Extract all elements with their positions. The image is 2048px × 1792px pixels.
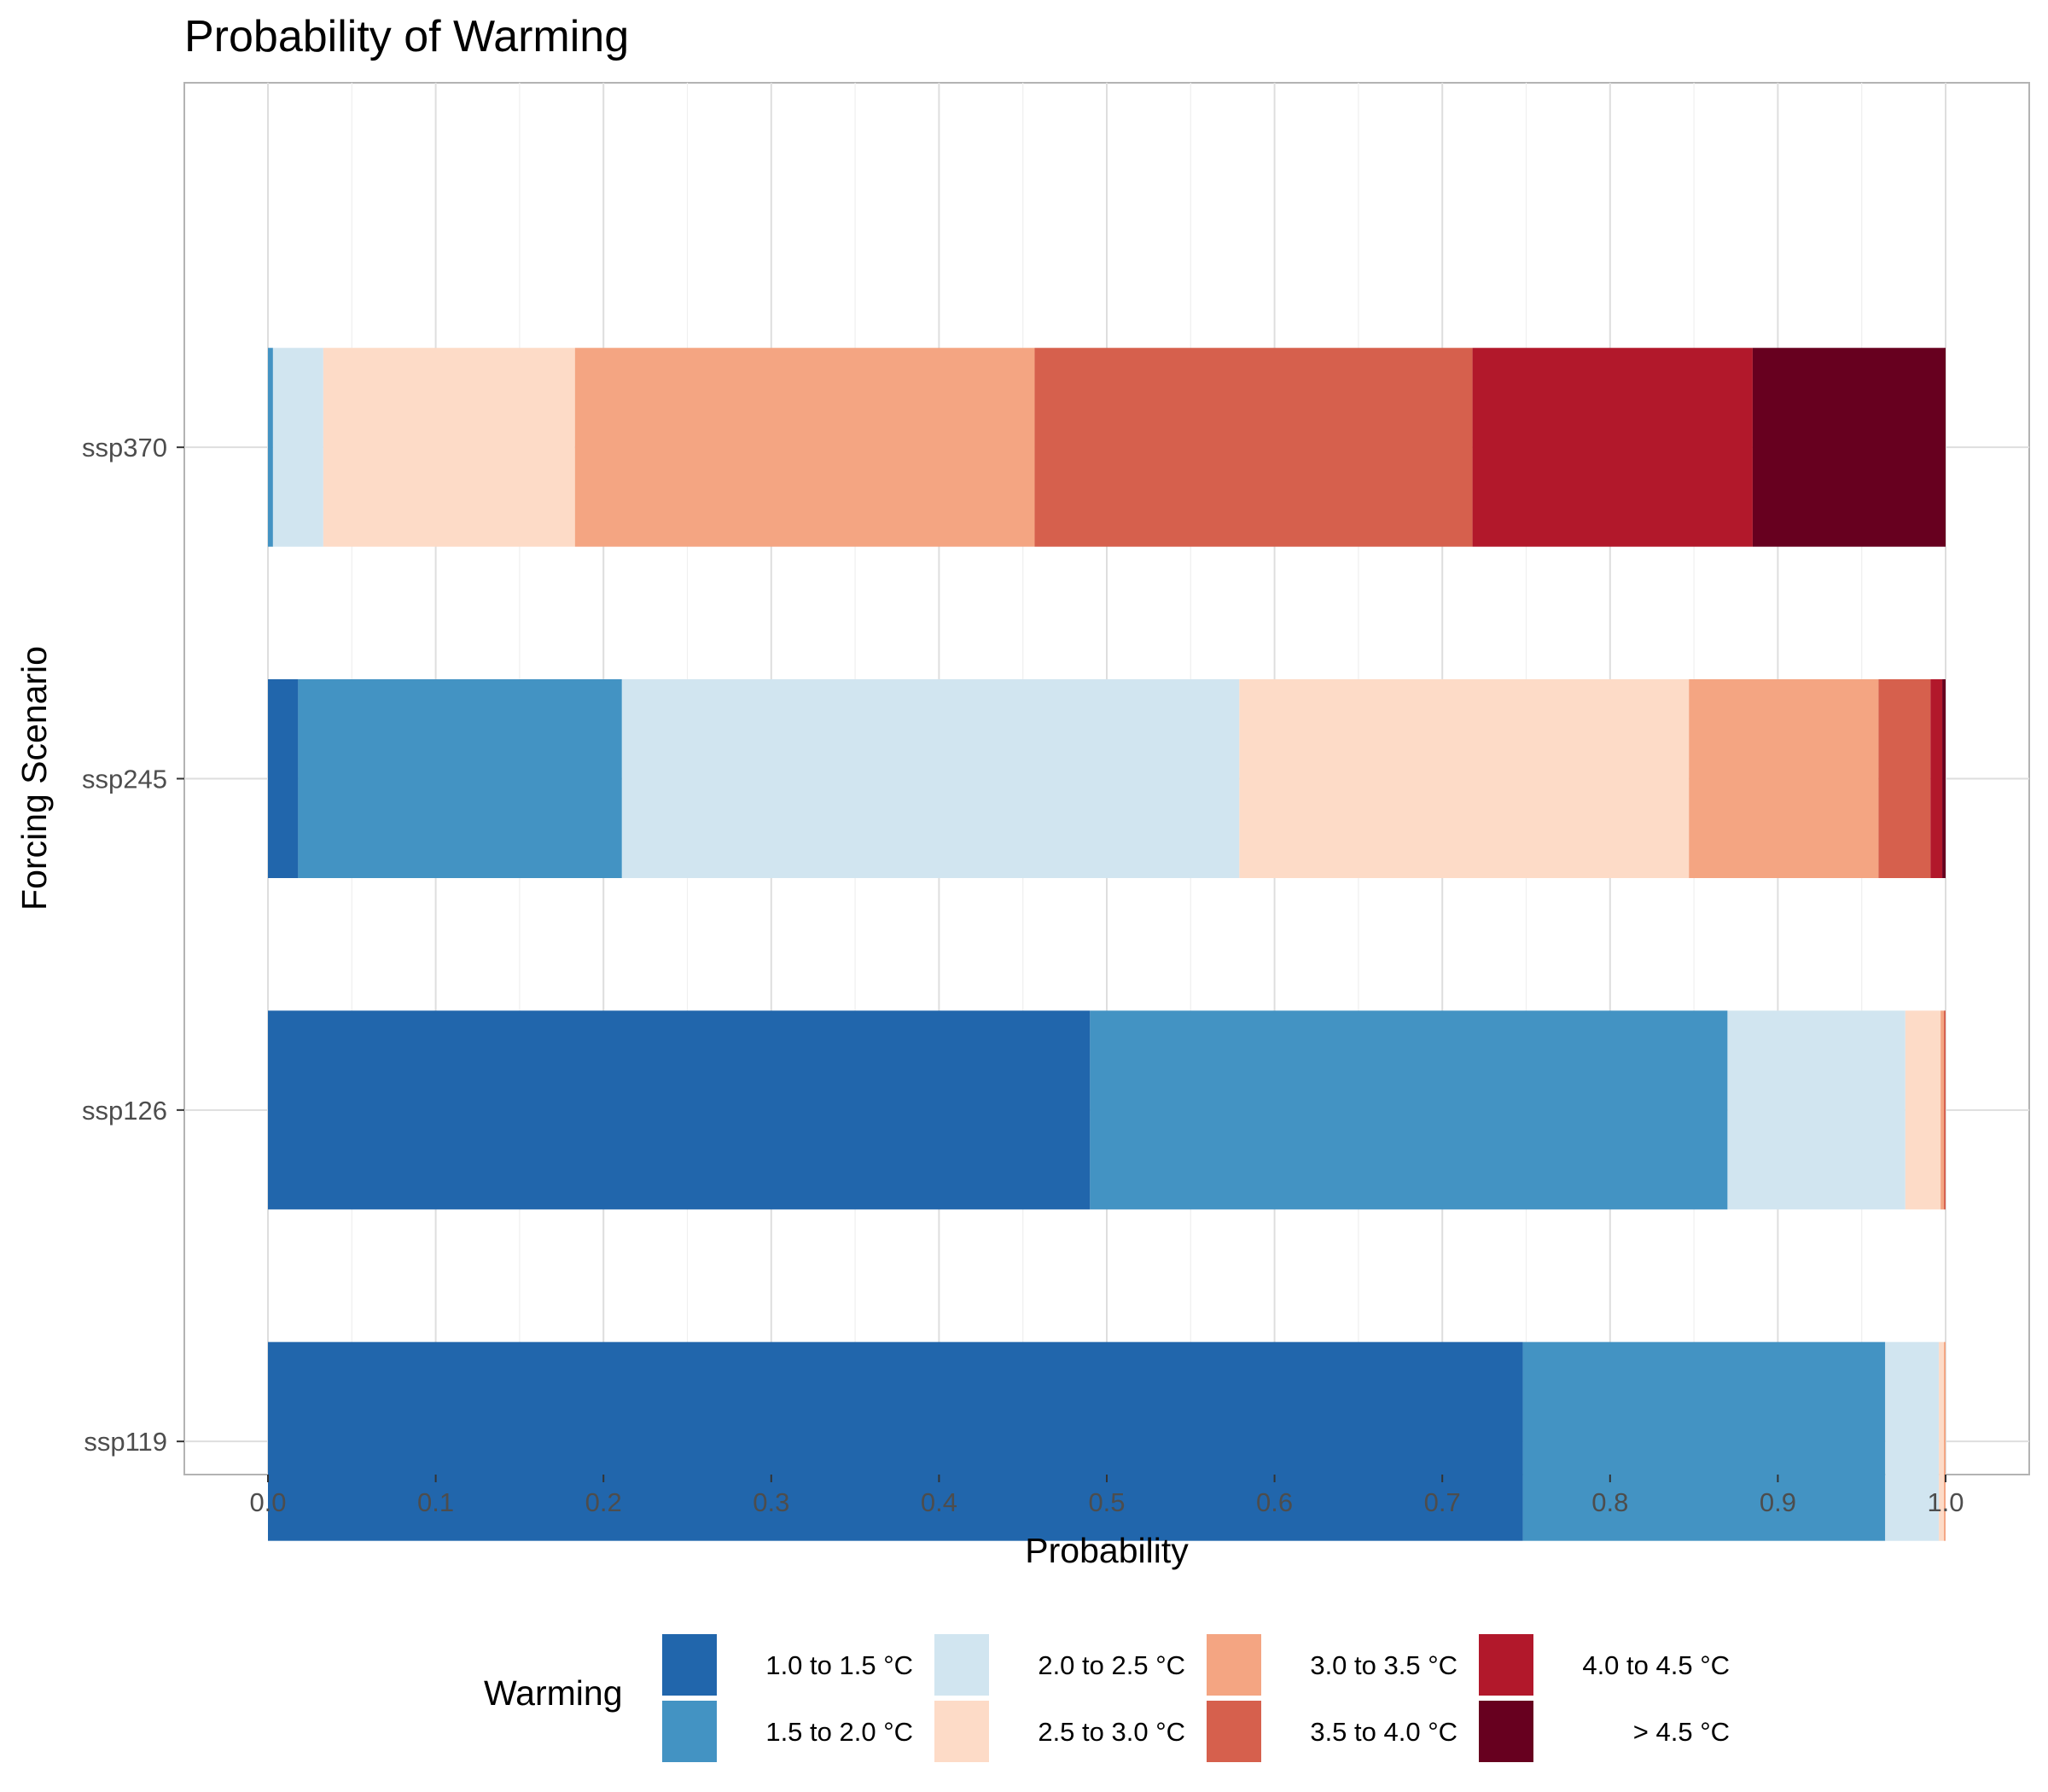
x-tick-label: 1.0 <box>1927 1487 1964 1517</box>
legend-swatch <box>933 1699 991 1764</box>
bar-segment <box>1885 1341 1940 1541</box>
bar-segment <box>621 679 1240 878</box>
x-tick-label: 0.1 <box>417 1487 454 1517</box>
x-tick-label: 0.3 <box>753 1487 789 1517</box>
bar-segment <box>1930 679 1943 878</box>
bar-segment <box>1942 679 1946 878</box>
bar-segment <box>1472 347 1753 547</box>
legend-swatch <box>660 1632 719 1697</box>
legend-swatch <box>933 1632 991 1697</box>
bar-segment <box>268 679 299 878</box>
x-axis-title: Probability <box>1025 1531 1189 1570</box>
legend-label: 4.0 to 4.5 °C <box>1582 1650 1730 1680</box>
x-tick-label: 0.6 <box>1256 1487 1293 1517</box>
y-tick-label: ssp119 <box>84 1427 167 1457</box>
bar-segment <box>1944 1010 1946 1210</box>
bar-segment <box>1939 1341 1945 1541</box>
x-tick-label: 0.9 <box>1760 1487 1796 1517</box>
x-tick-label: 0.7 <box>1424 1487 1461 1517</box>
chart-title: Probability of Warming <box>184 12 629 61</box>
legend-label: > 4.5 °C <box>1633 1717 1730 1747</box>
legend: Warming 1.0 to 1.5 °C 1.5 to 2.0 °C 2.0 to… <box>484 1632 1730 1764</box>
legend-label: 1.5 to 2.0 °C <box>765 1717 913 1747</box>
bars <box>268 347 1946 1541</box>
y-axis-title: Forcing Scenario <box>15 646 54 911</box>
y-axis: ssp370 ssp245 ssp126 ssp119 <box>82 433 184 1457</box>
y-tick-label: ssp245 <box>82 765 167 794</box>
bar-segment <box>1034 347 1473 547</box>
bar-segment <box>1727 1010 1905 1210</box>
legend-label: 2.5 to 3.0 °C <box>1038 1717 1185 1747</box>
legend-swatch <box>1477 1699 1535 1764</box>
bar-segment <box>1689 679 1879 878</box>
bar-segment <box>1878 679 1931 878</box>
x-tick-label: 0.8 <box>1591 1487 1628 1517</box>
x-tick-label: 0.0 <box>249 1487 286 1517</box>
bar-segment <box>1090 1010 1728 1210</box>
x-tick-label: 0.4 <box>921 1487 957 1517</box>
bar-segment <box>323 347 575 547</box>
legend-label: 3.5 to 4.0 °C <box>1310 1717 1457 1747</box>
bar-segment <box>298 679 622 878</box>
legend-swatch <box>1477 1632 1535 1697</box>
bar-segment <box>574 347 1035 547</box>
legend-label: 2.0 to 2.5 °C <box>1038 1650 1185 1680</box>
legend-swatch <box>660 1699 719 1764</box>
legend-swatch <box>1205 1632 1263 1697</box>
legend-label: 3.0 to 3.5 °C <box>1310 1650 1457 1680</box>
legend-swatch <box>1205 1699 1263 1764</box>
bar-segment <box>272 347 323 547</box>
bar-segment <box>268 1010 1091 1210</box>
legend-label: 1.0 to 1.5 °C <box>765 1650 913 1680</box>
bar-segment <box>1940 1010 1945 1210</box>
bar-segment <box>268 347 273 547</box>
x-axis: 0.0 0.1 0.2 0.3 0.4 0.5 0.6 0.7 0.8 0.9 1.0 <box>249 1475 1964 1517</box>
y-tick-label: ssp370 <box>82 433 167 463</box>
x-tick-label: 0.2 <box>585 1487 622 1517</box>
bar-segment <box>1752 347 1946 547</box>
bar-segment <box>1905 1010 1941 1210</box>
y-tick-label: ssp126 <box>82 1096 167 1126</box>
bar-segment <box>1944 1341 1946 1541</box>
x-tick-label: 0.5 <box>1088 1487 1125 1517</box>
legend-title: Warming <box>484 1673 623 1713</box>
bar-segment <box>268 1341 1523 1541</box>
bar-segment <box>1239 679 1690 878</box>
bar-segment <box>1522 1341 1886 1541</box>
